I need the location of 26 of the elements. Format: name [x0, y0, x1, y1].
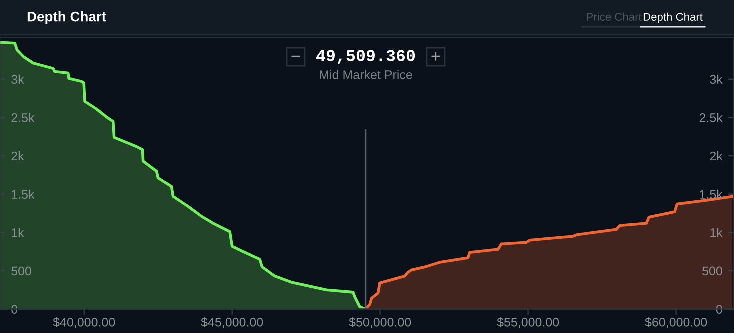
y-tick-label: 2.5k — [12, 113, 35, 122]
x-tick-label: $55,000.00 — [497, 317, 560, 328]
text: Price Chart — [587, 12, 642, 21]
y-tick-label: 1.5k — [12, 190, 35, 199]
annotation: − — [292, 56, 300, 58]
chart-title: Depth Chart — [28, 12, 106, 24]
x-tick-label: $45,000.00 — [201, 317, 264, 328]
x-tick-label: $50,000.00 — [349, 317, 412, 328]
x-tick-label: $40,000.00 — [53, 317, 116, 328]
y2-tick-label: 2.5k — [700, 113, 723, 122]
y-tick-label: 1k — [12, 228, 24, 238]
y2-tick-label: 1.5k — [700, 190, 723, 199]
y2-tick-label: 500 — [702, 266, 722, 276]
y-tick-label: 2k — [12, 151, 24, 161]
y2-tick-label: 3k — [710, 74, 723, 84]
annotation: 49,509.360 — [316, 50, 416, 64]
y2-tick-label: 2k — [710, 151, 723, 161]
y2-tick-label: 0 — [716, 305, 722, 314]
y-tick-label: 0 — [12, 305, 18, 314]
y2-tick-label: 1k — [710, 228, 723, 238]
x-tick-label: $60,000.00 — [645, 317, 708, 328]
annotation: Mid Market Price — [320, 70, 412, 80]
text: Depth Chart — [644, 12, 703, 24]
annotation: + — [432, 52, 440, 61]
y-tick-label: 500 — [12, 266, 32, 276]
y-tick-label: 3k — [12, 74, 24, 84]
